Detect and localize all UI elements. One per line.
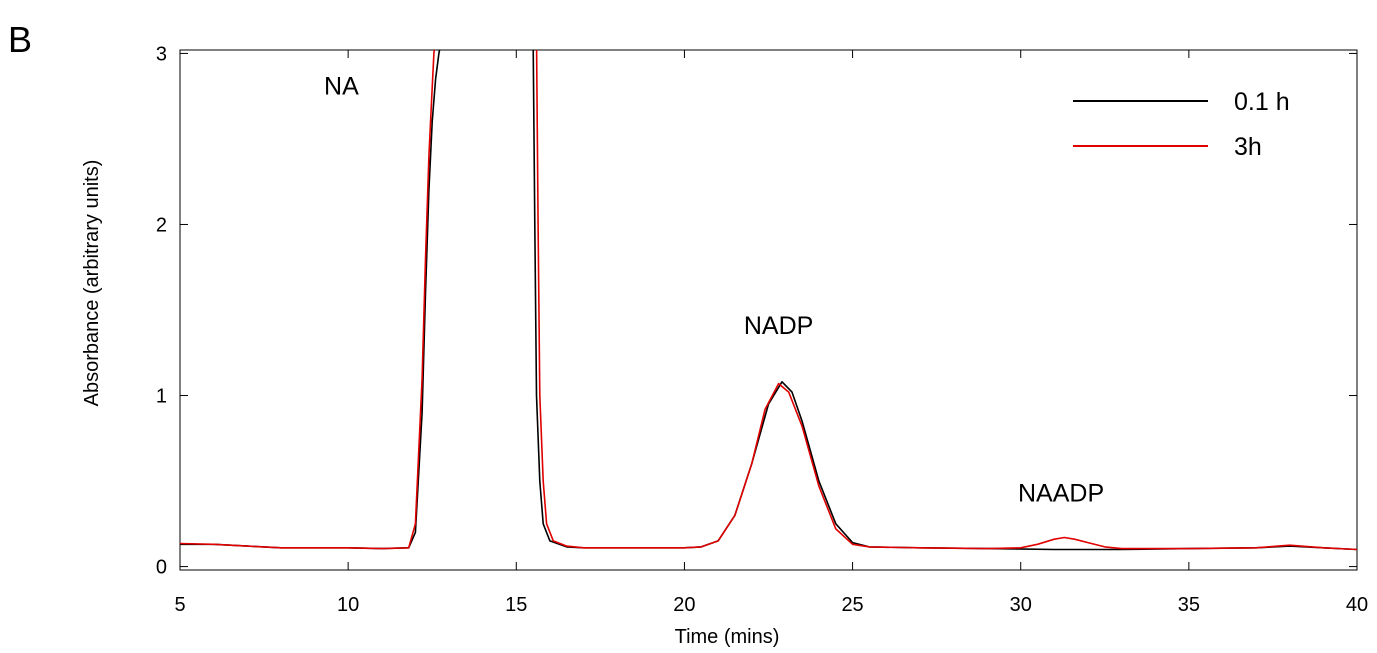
x-tick-label: 5	[174, 594, 185, 616]
legend-label-1: 3h	[1234, 133, 1262, 161]
legend-label-0: 0.1 h	[1234, 88, 1290, 116]
peak-label: NA	[324, 72, 359, 100]
x-axis-title: Time (mins)	[675, 626, 780, 648]
x-tick-label: 15	[505, 594, 527, 616]
panel-label: B	[8, 19, 32, 60]
x-tick-label: 30	[1010, 594, 1032, 616]
x-tick-label: 20	[673, 594, 695, 616]
peak-label: NAADP	[1018, 480, 1104, 508]
x-axis: 5 10 15 20 25 30 35 40	[174, 50, 1368, 616]
y-tick-label: 1	[156, 386, 167, 408]
y-tick-label: 3	[156, 43, 167, 65]
x-tick-label: 35	[1178, 594, 1200, 616]
x-tick-label: 25	[841, 594, 863, 616]
legend: 0.1 h 3h	[1073, 88, 1290, 161]
x-tick-label: 40	[1346, 594, 1368, 616]
series-layer	[180, 50, 1357, 551]
annotations: NA NADP NAADP	[324, 72, 1104, 507]
y-axis-title: Absorbance (arbitrary units)	[81, 160, 103, 407]
plot-frame	[179, 49, 1358, 571]
x-tick-label: 10	[337, 594, 359, 616]
y-tick-label: 2	[156, 214, 167, 236]
y-axis: 0 1 2 3	[156, 43, 1357, 579]
series-line-1	[180, 50, 1357, 551]
peak-label: NADP	[744, 312, 813, 340]
y-tick-label: 0	[156, 557, 167, 579]
series-line-0	[180, 50, 1357, 551]
